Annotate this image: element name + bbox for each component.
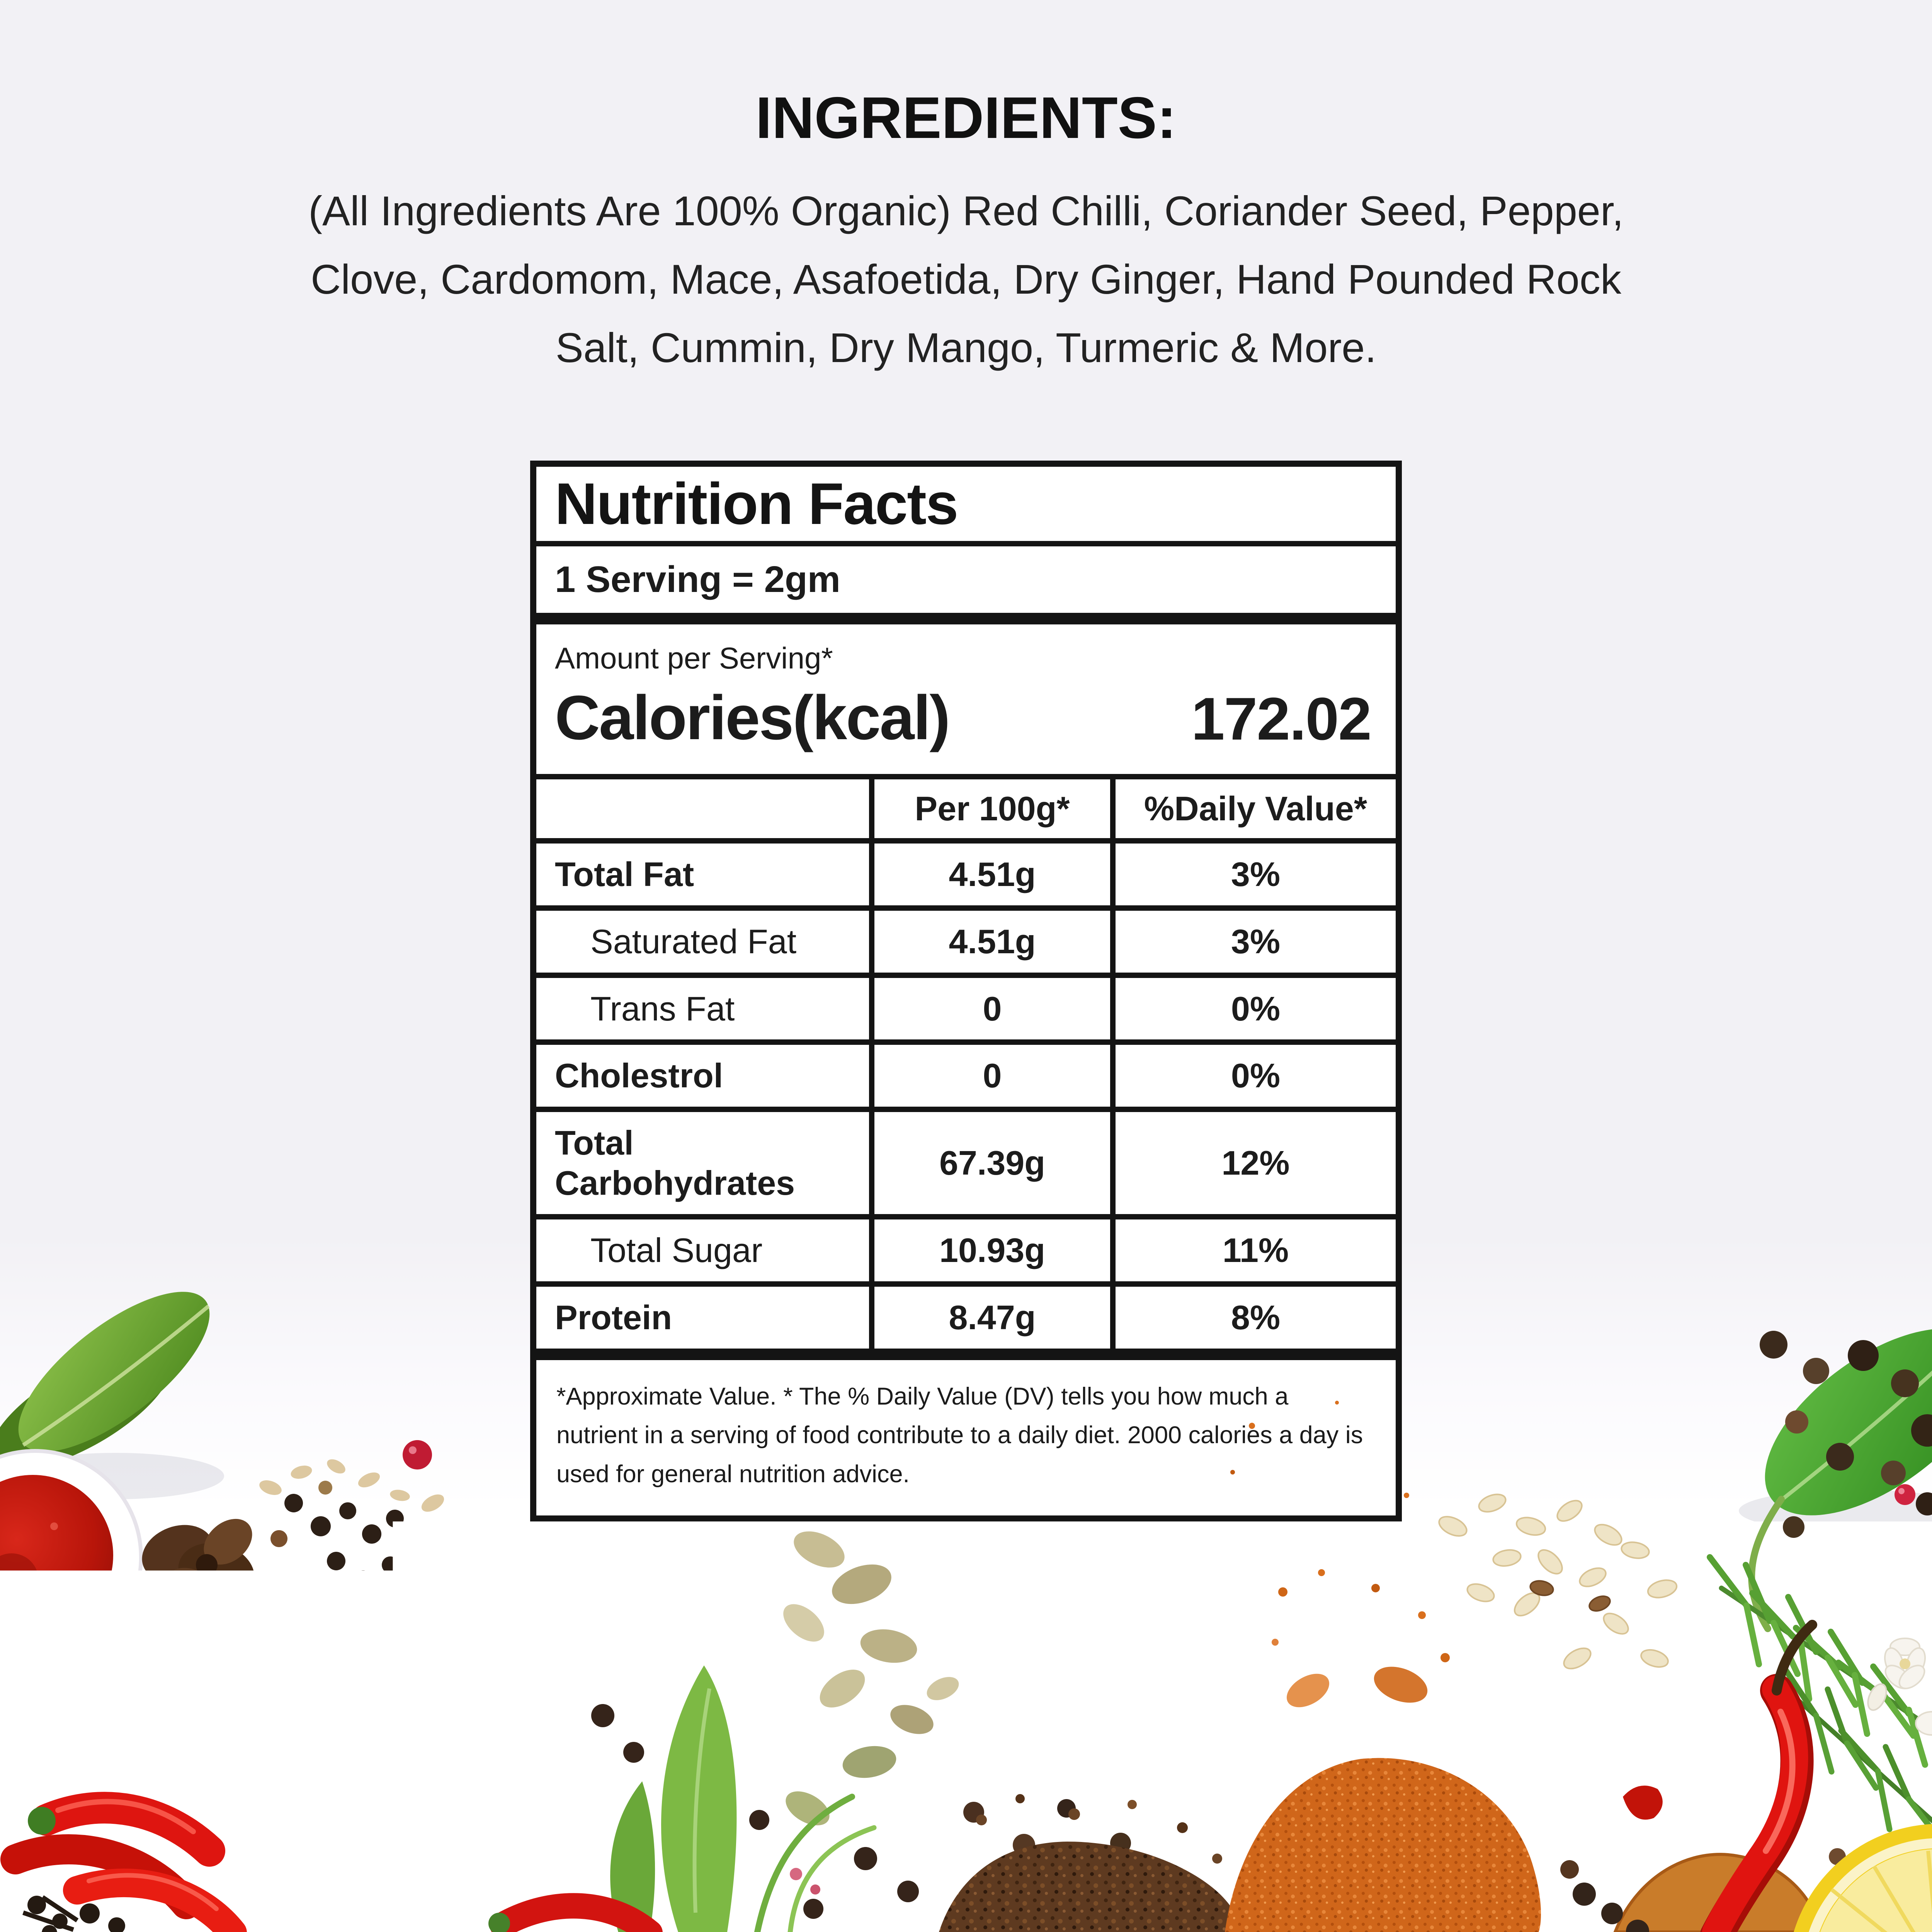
- jasmine-flowers: [1864, 1638, 1932, 1735]
- table-header-row: Per 100g* %Daily Value*: [536, 779, 1396, 838]
- clove-cluster: [134, 1510, 261, 1635]
- row-per100g: 0: [874, 978, 1110, 1040]
- row-label: Trans Fat: [536, 978, 869, 1040]
- shadows: [0, 1453, 1932, 1932]
- ingredients-text: (All Ingredients Are 100% Organic) Red C…: [228, 177, 1704, 382]
- melon-seeds: [1436, 1491, 1679, 1673]
- calories-label: Calories(kcal): [555, 682, 949, 754]
- row-per100g: 0: [874, 1045, 1110, 1107]
- spice-photo-strip: [0, 1256, 1932, 1932]
- column-header-per100g: Per 100g*: [874, 779, 1110, 838]
- ingredients-line-3: Salt, Cummin, Dry Mango, Turmeric & More…: [228, 313, 1704, 382]
- lemon-half: [1787, 1824, 1932, 1932]
- calories-value: 172.02: [1191, 685, 1377, 754]
- ground-spice-pile: [939, 1794, 1245, 1932]
- star-anise: [334, 1566, 624, 1857]
- row-label: Total Carbohydrates: [536, 1112, 869, 1214]
- column-header-daily-value: %Daily Value*: [1116, 779, 1396, 838]
- ingredients-section: INGREDIENTS: (All Ingredients Are 100% O…: [0, 0, 1932, 382]
- amount-per-serving-label: Amount per Serving*: [555, 641, 1377, 676]
- row-daily-value: 3%: [1116, 844, 1396, 905]
- table-header-spacer: [536, 779, 869, 838]
- ingredients-line-1: (All Ingredients Are 100% Organic) Red C…: [228, 177, 1704, 245]
- paprika-powder: [1225, 1401, 1541, 1932]
- page: INGREDIENTS: (All Ingredients Are 100% O…: [0, 0, 1932, 1932]
- table-row-cholestrol: Cholestrol 0 0%: [536, 1045, 1396, 1107]
- pink-berry: [403, 1440, 432, 1469]
- row-daily-value: 3%: [1116, 911, 1396, 973]
- table-row-total-carbohydrates: Total Carbohydrates 67.39g 12%: [536, 1112, 1396, 1214]
- serving-size-line: 1 Serving = 2gm: [536, 546, 1396, 613]
- nutrition-facts-title: Nutrition Facts: [536, 467, 1396, 541]
- row-label: Saturated Fat: [536, 911, 869, 973]
- row-per100g: 4.51g: [874, 844, 1110, 905]
- row-daily-value: 12%: [1116, 1112, 1396, 1214]
- dried-herb-flakes: [776, 1524, 963, 1895]
- row-per100g: 67.39g: [874, 1112, 1110, 1214]
- row-label: Total Fat: [536, 844, 869, 905]
- table-row-trans-fat: Trans Fat 0 0%: [536, 978, 1396, 1040]
- dried-chilli-flake: [1623, 1786, 1663, 1820]
- ingredients-line-2: Clove, Cardomom, Mace, Asafoetida, Dry G…: [228, 245, 1704, 313]
- table-row-total-fat: Total Fat 4.51g 3%: [536, 844, 1396, 905]
- row-label: Cholestrol: [536, 1045, 869, 1107]
- row-per100g: 4.51g: [874, 911, 1110, 973]
- ingredients-heading: INGREDIENTS:: [0, 84, 1932, 152]
- black-peppercorns: [239, 1456, 447, 1643]
- calories-block: Amount per Serving* Calories(kcal) 172.0…: [536, 624, 1396, 774]
- row-daily-value: 0%: [1116, 1045, 1396, 1107]
- table-row-saturated-fat: Saturated Fat 4.51g 3%: [536, 911, 1396, 973]
- row-daily-value: 0%: [1116, 978, 1396, 1040]
